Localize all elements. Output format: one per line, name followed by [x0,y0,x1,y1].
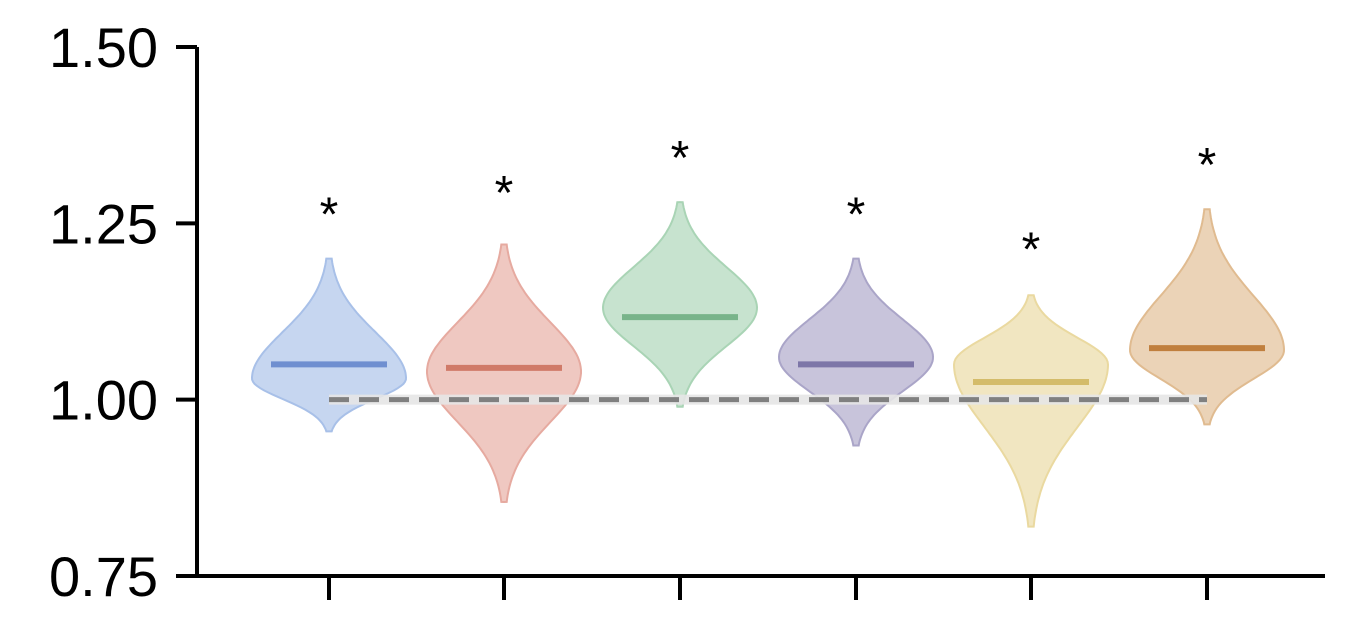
significance-marker-3: * [671,132,690,185]
violin-5 [952,294,1110,528]
y-axis: 0.75 1.00 1.25 1.50 [49,16,199,608]
violin-3 [601,201,759,408]
violins [250,201,1286,528]
significance-marker-2: * [495,167,514,220]
significance-markers: * * * * * * [320,132,1217,277]
significance-marker-4: * [847,188,866,241]
y-tick-label: 1.00 [49,369,158,432]
violin-1 [250,257,408,433]
y-tick-label: 1.25 [49,192,158,255]
y-tick-label: 1.50 [49,16,158,79]
y-tick-label: 0.75 [49,545,158,608]
violin-2 [426,243,582,503]
violin-4 [777,257,935,447]
x-axis [195,574,1325,600]
significance-marker-1: * [320,188,339,241]
median-lines [271,314,1265,386]
significance-marker-6: * [1198,139,1217,192]
significance-marker-5: * [1022,224,1041,277]
violin-6 [1128,208,1286,426]
